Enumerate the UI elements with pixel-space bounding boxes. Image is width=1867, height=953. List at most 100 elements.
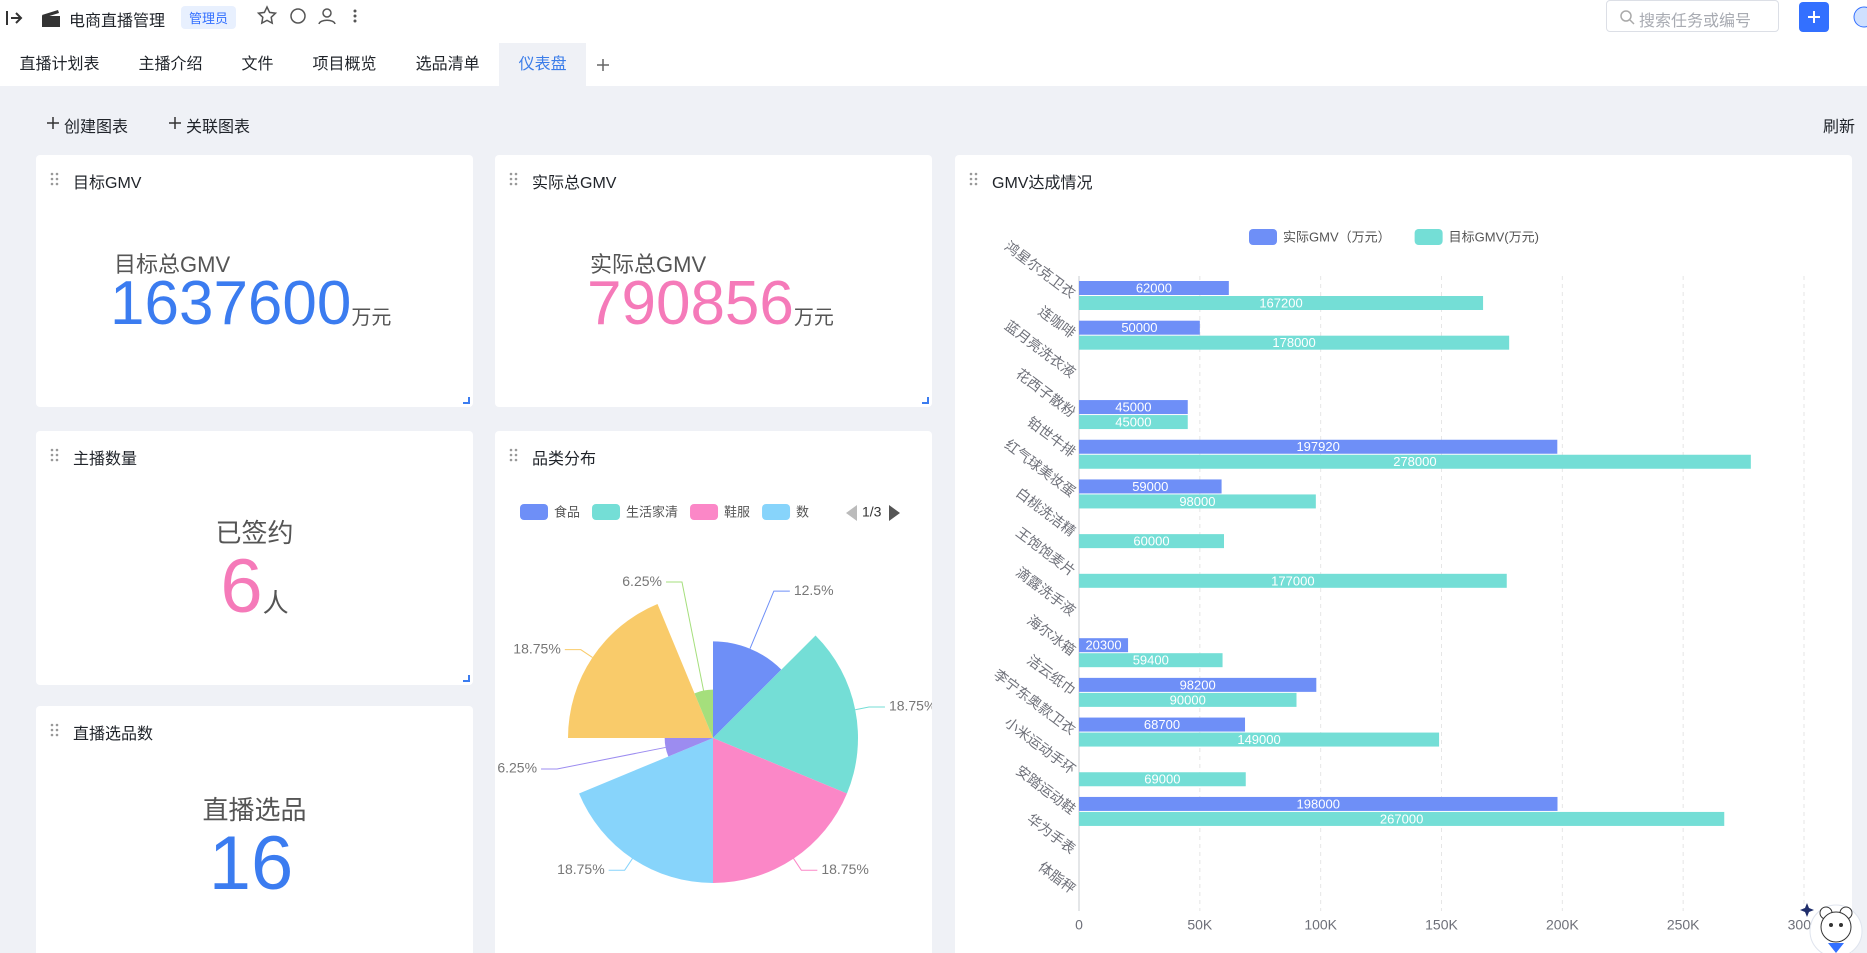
bar-label: 59000 [1132, 479, 1168, 494]
add-button[interactable] [1799, 2, 1829, 32]
card: 实际GMV（万元） 目标GMV(万元) 0 50K 100K 150K 200K 250K 30… [955, 155, 1852, 953]
toolbar-icons [47, 117, 181, 129]
x-tick-label: 0 [1075, 917, 1083, 933]
metric-label: 实际总GMV [590, 252, 707, 277]
pie-slice [694, 689, 713, 738]
drag-handle[interactable] [509, 448, 519, 462]
bar-label: 278000 [1393, 454, 1436, 469]
header-icons[interactable] [256, 4, 366, 30]
card: 主播数量 已签约 6人 [36, 431, 473, 685]
legend-label: 食品 [554, 504, 580, 519]
card-title: GMV达成情况 [992, 175, 1093, 192]
card: 直播选品数 直播选品 16 [36, 706, 473, 953]
drag-handle[interactable] [50, 723, 60, 737]
bar [1079, 415, 1188, 430]
tab[interactable]: 选品清单 [415, 56, 480, 73]
tab[interactable]: 仪表盘 [499, 43, 587, 86]
bar [1079, 653, 1223, 668]
app-title: 电商直播管理 [69, 13, 166, 30]
search-box[interactable]: 搜索任务或编号 [1606, 0, 1779, 32]
pager-text: 1/3 [862, 504, 882, 520]
legend-swatch [762, 504, 791, 520]
refresh[interactable]: 刷新 [1823, 119, 1856, 136]
legend-label: 生活家清 [626, 504, 678, 519]
x-tick-label: 150K [1425, 917, 1458, 933]
assistant-mascot[interactable] [1800, 893, 1867, 953]
card-title: 直播选品数 [73, 726, 154, 743]
bar [1079, 534, 1224, 549]
metric-label: 已签约 [215, 518, 294, 548]
resize-handle[interactable] [463, 397, 470, 404]
app-icon [42, 10, 60, 27]
resize-handle[interactable] [922, 397, 929, 404]
avatar[interactable] [1850, 4, 1867, 30]
slice-label: 18.75% [513, 640, 560, 656]
bar-label: 197920 [1296, 439, 1339, 454]
pie-slice [713, 738, 847, 883]
metric-value: 6 [220, 544, 263, 629]
label-line [749, 590, 790, 649]
bar-label: 177000 [1271, 573, 1314, 588]
add-tab[interactable] [586, 43, 626, 86]
tab[interactable]: 文件 [241, 56, 274, 73]
bar [1079, 335, 1510, 350]
legend-label: 鞋服 [724, 504, 750, 519]
legend-label: 数 [796, 504, 809, 519]
pie-slice [568, 604, 713, 738]
slice-label: 18.75% [557, 861, 604, 877]
card-title: 品类分布 [532, 451, 597, 468]
drag-handle[interactable] [50, 172, 60, 186]
pie-slice [664, 738, 713, 757]
pager-next[interactable] [889, 505, 900, 521]
card: 实际总GMV 实际总GMV 790856万元 [495, 155, 932, 407]
y-tick-label: 鸿星尔克卫衣 [1002, 238, 1079, 301]
card: 食品 生活家清 鞋服 数 1/3 12.5% 18.75% 18.75% 18.75% 6.25%… [495, 431, 932, 953]
pie-slice [713, 635, 858, 794]
exit-icon[interactable] [2, 6, 26, 30]
create-chart[interactable]: 创建图表 [64, 119, 129, 136]
drag-handle[interactable] [50, 448, 60, 462]
card-title: 主播数量 [73, 451, 138, 468]
bar-label: 60000 [1133, 534, 1169, 549]
bar-label: 149000 [1237, 732, 1280, 747]
bar [1079, 732, 1440, 747]
pager-prev[interactable] [846, 505, 857, 521]
legend-swatch [520, 504, 548, 520]
legend-swatch [592, 504, 621, 520]
card-title: 目标GMV [73, 175, 142, 192]
bar [1079, 573, 1507, 588]
bar-label: 50000 [1121, 320, 1157, 335]
drag-handle[interactable] [969, 172, 979, 186]
y-tick-label: 连咖啡 [1035, 303, 1078, 341]
tab[interactable]: 主播介绍 [138, 56, 203, 73]
legend-swatch [1249, 229, 1277, 245]
bar [1079, 772, 1246, 787]
top-bar [0, 0, 1867, 86]
legend-label: 目标GMV(万元) [1449, 229, 1539, 244]
bar [1079, 439, 1558, 454]
metric-value: 790856 [587, 269, 794, 338]
bar [1079, 454, 1751, 469]
drag-handle[interactable] [509, 172, 519, 186]
bar-label: 198000 [1297, 796, 1340, 811]
tab[interactable]: 直播计划表 [19, 56, 100, 73]
bar [1079, 320, 1200, 335]
search-placeholder: 搜索任务或编号 [1639, 13, 1752, 30]
bar [1079, 677, 1317, 692]
bar [1079, 638, 1129, 653]
bar-label: 68700 [1144, 717, 1180, 732]
bar-label: 98200 [1180, 677, 1216, 692]
bar-label: 45000 [1115, 400, 1151, 415]
label-line [564, 649, 593, 658]
metric-label: 直播选品 [202, 795, 307, 825]
metric-unit: 人 [262, 588, 289, 618]
bar [1079, 400, 1188, 415]
bar [1079, 692, 1297, 707]
link-chart[interactable]: 关联图表 [186, 119, 251, 136]
legend-swatch [1414, 229, 1443, 245]
resize-handle[interactable] [463, 675, 470, 682]
tab[interactable]: 项目概览 [312, 56, 377, 73]
label-line [541, 746, 666, 770]
bar [1079, 796, 1558, 811]
